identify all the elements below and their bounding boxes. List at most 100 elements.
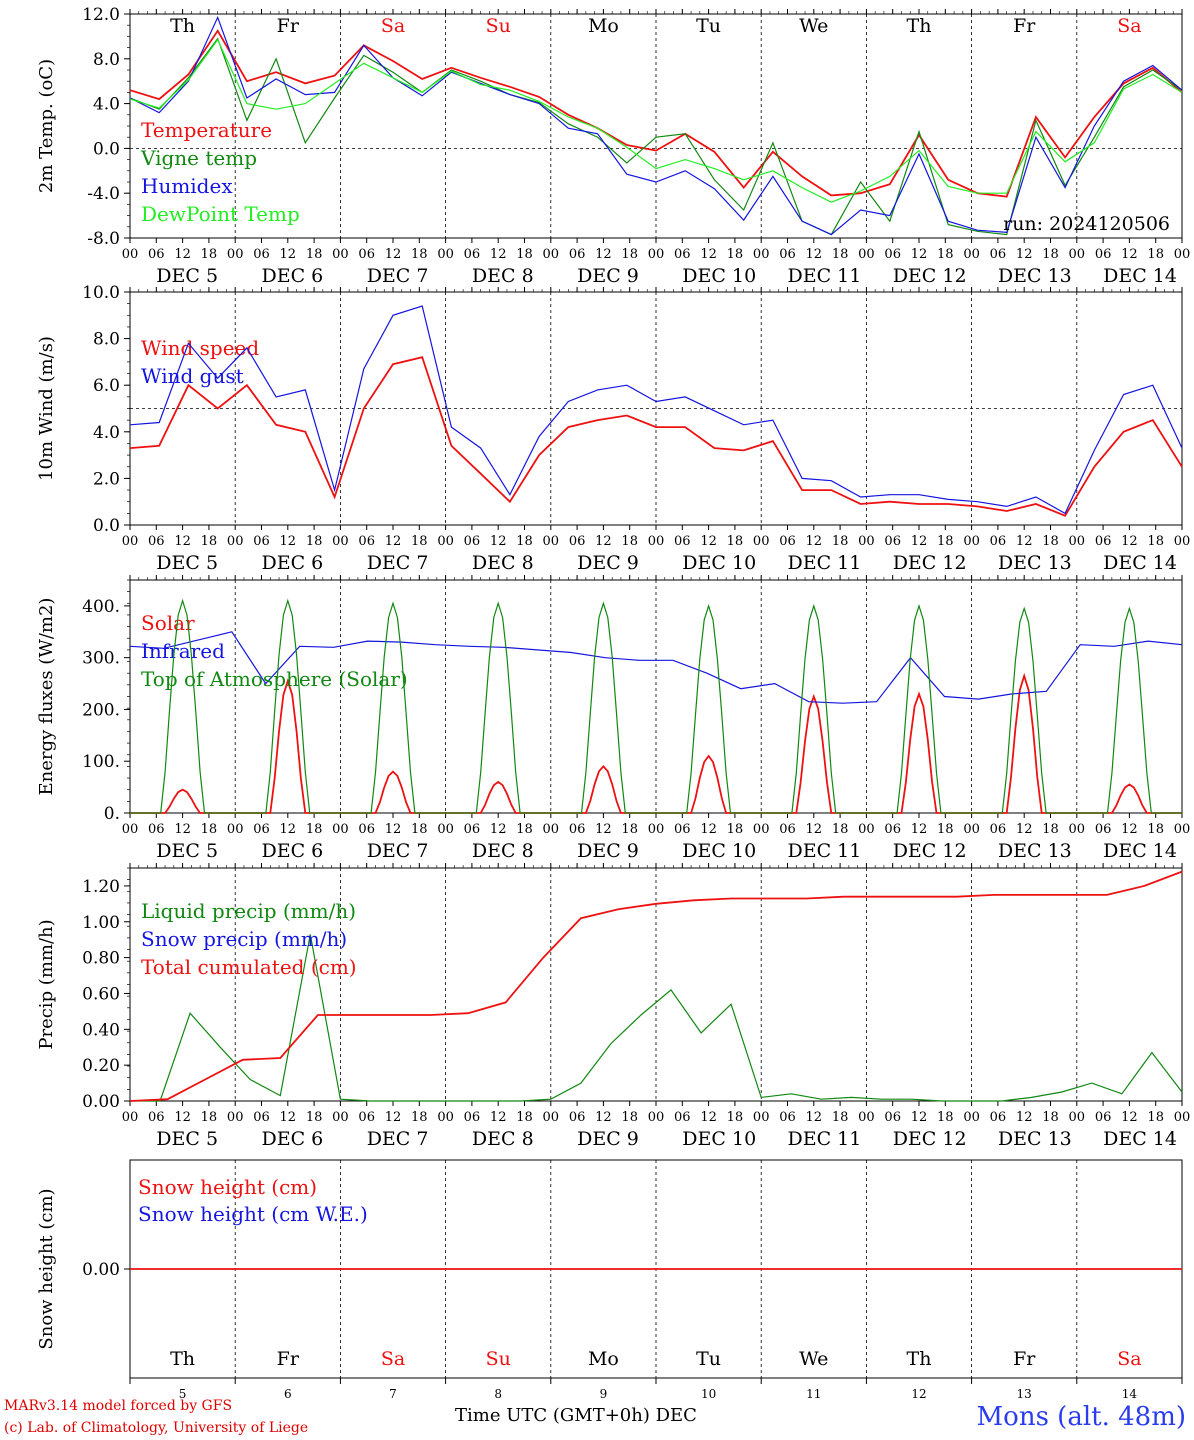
hour-tick-label: 18 (621, 822, 638, 837)
weekday-label: Sa (1117, 15, 1141, 37)
hour-tick-label: 18 (516, 1110, 533, 1125)
y-axis-label: Energy fluxes (W/m2) (36, 598, 57, 796)
y-tick-label: 6.0 (93, 376, 120, 396)
hour-tick-label: 00 (753, 822, 770, 837)
y-tick-label: 0.00 (82, 1092, 120, 1112)
hour-tick-label: 12 (280, 247, 297, 262)
hour-tick-label: 12 (911, 1110, 928, 1125)
hour-tick-label: 18 (937, 534, 954, 549)
hour-tick-label: 06 (884, 822, 901, 837)
hour-tick-label: 00 (122, 247, 139, 262)
hour-tick-label: 00 (753, 1110, 770, 1125)
hour-tick-label: 18 (1147, 534, 1164, 549)
day-number-label: 7 (389, 1387, 397, 1401)
hour-tick-label: 06 (779, 1110, 796, 1125)
hour-tick-label: 00 (437, 534, 454, 549)
hour-tick-label: 00 (1069, 1110, 1086, 1125)
legend-entry: DewPoint Temp (141, 202, 300, 226)
hour-tick-label: 12 (911, 247, 928, 262)
hour-tick-label: 18 (1042, 1110, 1059, 1125)
hour-tick-label: 00 (227, 1110, 244, 1125)
y-tick-label: 200. (82, 700, 120, 720)
series-line (129, 38, 1183, 203)
run-annotation: run: 2024120506 (1003, 213, 1170, 235)
hour-tick-label: 00 (1174, 822, 1191, 837)
hour-tick-label: 00 (122, 1110, 139, 1125)
series-line (129, 15, 1183, 236)
hour-tick-label: 06 (148, 822, 165, 837)
date-label: DEC 9 (577, 265, 639, 287)
legend-entry: Snow height (cm W.E.) (138, 1202, 368, 1226)
hour-tick-label: 12 (385, 534, 402, 549)
hour-tick-label: 12 (911, 534, 928, 549)
hour-tick-label: 18 (516, 822, 533, 837)
date-label: DEC 6 (262, 1128, 324, 1150)
hour-tick-label: 12 (1016, 247, 1033, 262)
hour-tick-label: 00 (648, 247, 665, 262)
hour-tick-label: 06 (884, 247, 901, 262)
hour-tick-label: 12 (806, 822, 823, 837)
weekday-label: Su (486, 15, 511, 37)
date-label: DEC 8 (472, 1128, 534, 1150)
date-label: DEC 13 (998, 1128, 1072, 1150)
hour-tick-label: 18 (306, 534, 323, 549)
weekday-label: Sa (381, 1348, 405, 1370)
hour-tick-label: 00 (1174, 247, 1191, 262)
date-label: DEC 9 (577, 840, 639, 862)
hour-tick-label: 12 (490, 247, 507, 262)
y-tick-label: 8.0 (93, 330, 120, 350)
day-number-label: 12 (911, 1387, 926, 1401)
hour-tick-label: 12 (174, 1110, 191, 1125)
day-number-label: 8 (494, 1387, 502, 1401)
date-label: DEC 14 (1103, 1128, 1177, 1150)
y-axis-label: Snow height (cm) (36, 1188, 57, 1349)
weekday-label: Mo (588, 1348, 619, 1370)
hour-tick-label: 06 (569, 247, 586, 262)
hour-tick-label: 18 (621, 534, 638, 549)
y-tick-label: 0.0 (93, 139, 120, 159)
y-tick-label: -8.0 (87, 229, 120, 249)
legend-entry: Vigne temp (140, 146, 257, 170)
hour-tick-label: 06 (464, 1110, 481, 1125)
hour-tick-label: 12 (911, 822, 928, 837)
hour-tick-label: 00 (1174, 534, 1191, 549)
y-tick-label: 100. (82, 752, 120, 772)
hour-tick-label: 06 (253, 1110, 270, 1125)
model-credit: MARv3.14 model forced by GFS (4, 1398, 233, 1414)
y-tick-label: 2.0 (93, 469, 120, 489)
series-line (129, 305, 1183, 515)
hour-tick-label: 00 (648, 822, 665, 837)
hour-tick-label: 12 (1121, 822, 1138, 837)
y-tick-label: 0.0 (93, 516, 120, 536)
legend-entry: Temperature (141, 118, 272, 142)
weekday-label: Mo (588, 15, 619, 37)
date-label: DEC 7 (367, 552, 429, 574)
hour-tick-label: 18 (621, 247, 638, 262)
hour-tick-label: 12 (700, 534, 717, 549)
hour-tick-label: 00 (332, 247, 349, 262)
date-label: DEC 5 (156, 265, 218, 287)
hour-tick-label: 00 (963, 534, 980, 549)
y-tick-label: 0. (104, 804, 120, 824)
hour-tick-label: 12 (1121, 247, 1138, 262)
hour-tick-label: 12 (1016, 1110, 1033, 1125)
hour-tick-label: 12 (174, 247, 191, 262)
date-label: DEC 11 (788, 840, 862, 862)
date-label: DEC 11 (788, 265, 862, 287)
series-line (129, 631, 1183, 704)
weekday-label: Fr (277, 15, 300, 37)
date-label: DEC 12 (893, 552, 967, 574)
weekday-label: Th (170, 15, 195, 37)
weekday-label: Th (907, 15, 932, 37)
hour-tick-label: 00 (122, 534, 139, 549)
hour-tick-label: 18 (1147, 822, 1164, 837)
hour-tick-label: 06 (1095, 534, 1112, 549)
y-tick-label: 8.0 (93, 50, 120, 70)
date-label: DEC 10 (682, 1128, 756, 1150)
series-line (129, 29, 1183, 198)
series-line (130, 934, 1183, 1102)
weekday-label: Tu (696, 1348, 721, 1370)
hour-tick-label: 06 (990, 1110, 1007, 1125)
station-name: Mons (alt. 48m) (976, 1402, 1186, 1432)
hour-tick-label: 18 (1147, 247, 1164, 262)
